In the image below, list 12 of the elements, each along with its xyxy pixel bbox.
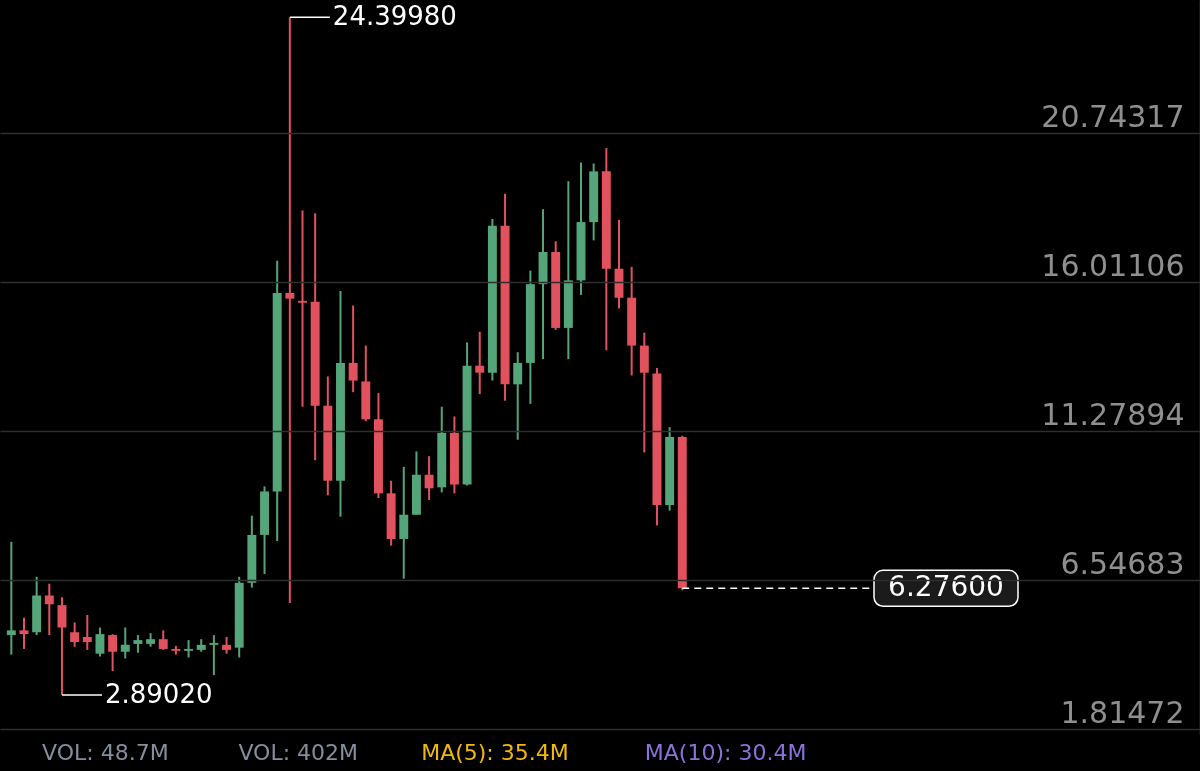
text: VOL: 402M: [238, 739, 359, 765]
y-tick-label: 1.81472: [1060, 695, 1185, 731]
annotation: 24.39980: [332, 1, 457, 32]
y-tick-label: 6.54683: [1060, 546, 1185, 582]
y-tick-label: 11.27894: [1041, 397, 1185, 433]
text: VOL: 48.7M: [42, 739, 169, 765]
annotation: 2.89020: [104, 678, 213, 709]
text: MA(5): 35.4M: [421, 739, 569, 765]
text: MA(10): 30.4M: [644, 739, 807, 765]
y-tick-label: 20.74317: [1041, 99, 1185, 135]
ref-line-label: 6.27600: [888, 570, 1004, 604]
y-tick-label: 16.01106: [1041, 248, 1185, 284]
